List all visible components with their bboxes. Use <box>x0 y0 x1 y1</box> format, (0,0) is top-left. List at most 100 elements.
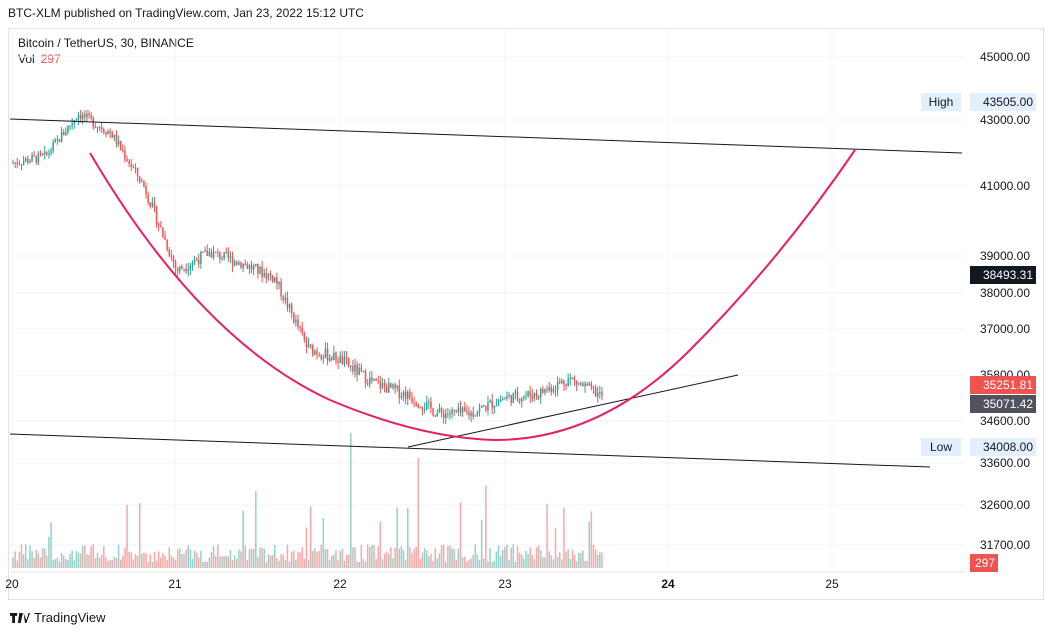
candle-body <box>527 391 529 396</box>
volume-bar <box>586 560 588 568</box>
volume-bar <box>537 545 540 568</box>
candle-body <box>320 355 322 359</box>
candle-body <box>309 344 312 346</box>
volume-bar <box>451 548 453 568</box>
volume-bar <box>417 458 420 568</box>
candle-body <box>259 266 261 274</box>
volume-bar <box>160 557 162 568</box>
volume-bar <box>561 559 563 568</box>
volume-bar <box>236 558 238 568</box>
volume-bar <box>442 544 445 568</box>
candle-body <box>482 405 485 407</box>
volume-bar <box>73 560 76 568</box>
candle-body <box>202 251 204 253</box>
volume-bar <box>444 561 447 568</box>
candle-body <box>124 151 126 159</box>
time-tick-label: 24 <box>661 577 675 591</box>
volume-bar <box>20 544 23 568</box>
volume-bar <box>217 544 219 568</box>
candle-body <box>379 381 382 389</box>
candle-body <box>288 304 291 308</box>
volume-bar <box>347 554 350 568</box>
footer-brand[interactable]: TradingView <box>34 610 106 625</box>
volume-bar <box>52 559 54 568</box>
candle-body <box>267 273 270 279</box>
volume-bar <box>179 548 181 568</box>
volume-bar <box>544 557 546 568</box>
candle-body <box>240 262 242 269</box>
price-tag-bg <box>970 376 1036 394</box>
tradingview-logo-icon <box>10 612 30 623</box>
candle-body <box>77 114 80 120</box>
candle-body <box>383 383 386 387</box>
chart-frame[interactable] <box>8 28 1044 600</box>
candle-body <box>533 393 536 399</box>
volume-bar <box>18 551 21 568</box>
volume-bar <box>400 546 403 568</box>
price-tag-value: 35071.42 <box>983 397 1033 411</box>
symbol-legend[interactable]: Bitcoin / TetherUS, 30, BINANCE <box>18 36 194 50</box>
volume-bar <box>588 521 591 568</box>
candle-body <box>318 354 320 356</box>
volume-bar <box>413 549 415 568</box>
volume-bar <box>350 433 352 568</box>
volume-bar <box>212 546 215 568</box>
candle-body <box>594 387 597 397</box>
volume-bar <box>229 549 232 568</box>
volume-bar <box>240 551 242 568</box>
volume-bar <box>250 548 253 568</box>
candle-body <box>227 252 230 259</box>
candle-body <box>22 161 25 165</box>
volume-bar <box>94 558 97 568</box>
volume-bar <box>343 560 346 568</box>
volume-label: Vol <box>18 52 35 66</box>
candle-body <box>210 251 213 258</box>
candle-body <box>407 391 409 399</box>
candle-body <box>261 266 263 277</box>
candle-body <box>16 162 19 165</box>
volume-bar <box>474 544 477 568</box>
volume-bar <box>143 552 145 568</box>
candle-body <box>187 269 189 272</box>
price-tag-value: 38493.31 <box>983 268 1033 282</box>
candle-body <box>436 412 439 417</box>
candle-body <box>103 129 105 133</box>
candle-body <box>485 406 487 411</box>
volume-bar <box>111 559 114 568</box>
candle-body <box>411 397 413 403</box>
volume-bar <box>601 552 603 568</box>
volume-bar <box>314 548 316 568</box>
candle-body <box>312 345 314 355</box>
volume-bar <box>411 553 413 568</box>
candle-body <box>271 275 274 282</box>
candle-body <box>100 127 103 130</box>
candle-body <box>542 388 544 393</box>
volume-bar <box>90 546 92 568</box>
volume-bar <box>459 502 462 568</box>
candle-body <box>596 392 599 397</box>
volume-bar <box>529 547 531 568</box>
candle-body <box>539 388 542 398</box>
volume-bar <box>550 555 553 568</box>
volume-legend[interactable]: Vol 297 <box>18 51 194 67</box>
rounding-bottom-curve <box>89 149 856 442</box>
volume-bar <box>516 546 519 568</box>
candle-body <box>544 389 546 393</box>
candle-body <box>58 138 61 142</box>
volume-bar <box>440 545 443 568</box>
volume-bar <box>293 550 295 568</box>
volume-bar <box>573 554 576 568</box>
volume-bar <box>202 561 204 568</box>
price-tag-bg <box>970 554 998 572</box>
volume-bar <box>210 551 213 568</box>
volume-bar <box>84 545 86 568</box>
candle-body <box>41 153 44 155</box>
volume-bar <box>565 551 567 568</box>
volume-bar <box>584 560 586 568</box>
candle-body <box>497 400 500 405</box>
volume-bar <box>307 559 310 568</box>
candle-body <box>122 149 124 152</box>
candle-body <box>599 392 601 394</box>
volume-bar <box>438 553 441 568</box>
